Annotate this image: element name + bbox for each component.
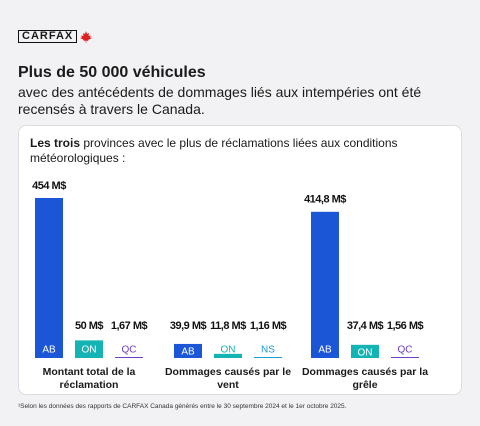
value-label: 1,16 M$ <box>250 320 287 332</box>
province-label: ON <box>358 347 373 358</box>
footnote: ¹Selon les données des rapports de CARFA… <box>18 403 347 410</box>
value-label: 50 M$ <box>75 320 103 332</box>
bar <box>351 344 379 358</box>
province-label: NS <box>261 345 275 356</box>
category-label: Dommages causés par le vent <box>164 366 292 391</box>
maple-leaf <box>80 30 93 43</box>
province-label: AB <box>42 345 56 356</box>
value-label: 414,8 M$ <box>304 194 346 206</box>
bar <box>115 357 143 358</box>
value-label: 37,4 M$ <box>347 320 384 332</box>
province-label: ON <box>82 345 97 356</box>
value-label: 454 M$ <box>32 180 66 192</box>
province-label: ON <box>221 345 236 356</box>
bar <box>311 211 339 358</box>
title: Plus de 50 000 véhicules <box>18 64 206 81</box>
logo-text: CARFAX <box>18 30 78 43</box>
value-label: 39,9 M$ <box>170 320 207 332</box>
province-label: AB <box>181 347 195 358</box>
logo: CARFAX <box>18 30 93 43</box>
value-label: 11,8 M$ <box>210 320 246 332</box>
province-label: QC <box>122 345 137 356</box>
heading-text: provinces avec le plus de réclamations l… <box>30 136 398 165</box>
value-label: 1,67 M$ <box>111 320 148 332</box>
subtitle: avec des antécédents de dommages liés au… <box>18 84 422 117</box>
bar <box>254 357 282 358</box>
bar <box>214 353 242 358</box>
bar <box>75 340 103 358</box>
heading-bold: Les trois <box>30 136 81 150</box>
bar <box>174 343 202 358</box>
bar <box>391 357 419 358</box>
value-label: 1,56 M$ <box>387 320 424 332</box>
province-label: AB <box>318 345 332 356</box>
chart-heading: Les trois provinces avec le plus de récl… <box>30 136 430 166</box>
category-label: Montant total de la réclamation <box>42 366 136 391</box>
bar <box>35 198 63 358</box>
category-label: Dommages causés par la grêle <box>301 366 429 391</box>
province-label: QC <box>398 345 413 356</box>
